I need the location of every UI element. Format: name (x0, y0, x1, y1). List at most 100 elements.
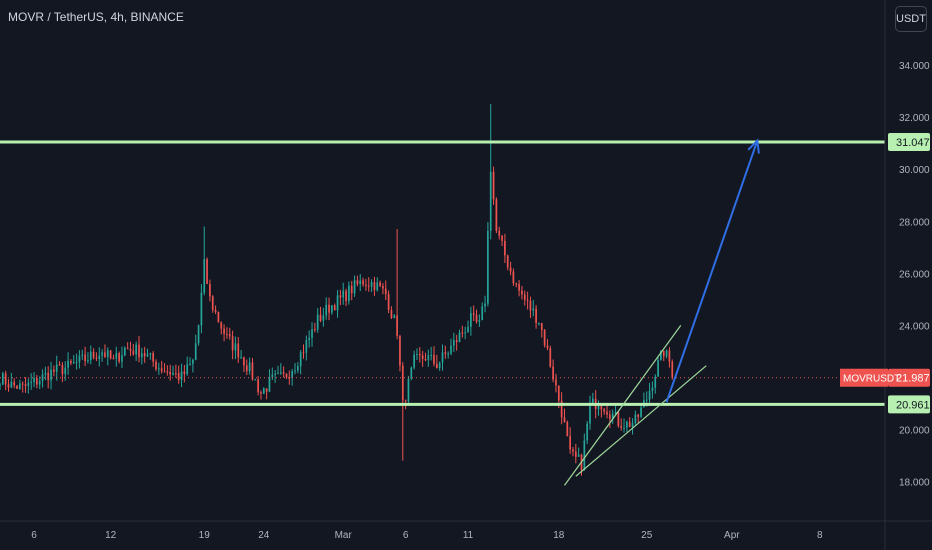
candle (95, 352, 98, 362)
candle (421, 350, 424, 367)
candle (157, 362, 160, 375)
candle (203, 226, 206, 296)
candle (262, 387, 265, 395)
candle (367, 277, 370, 292)
candle (631, 418, 634, 435)
candle (401, 361, 404, 461)
candle (211, 295, 214, 313)
candle (328, 297, 330, 321)
candle (373, 276, 376, 296)
candle (316, 308, 319, 333)
candle (529, 296, 532, 318)
candle (189, 357, 191, 366)
candle (444, 345, 447, 359)
candle (44, 366, 47, 381)
time-axis[interactable]: 6 12 19 24 Mar 6 11 18 25 Apr 8 (0, 520, 932, 541)
candle (305, 335, 308, 361)
candle (452, 332, 455, 352)
candle (41, 369, 44, 388)
candle (78, 350, 81, 369)
candle (10, 372, 13, 389)
candle (472, 305, 475, 321)
candle (489, 104, 492, 240)
candle (149, 352, 152, 360)
candle (251, 357, 254, 381)
candle (657, 355, 659, 377)
candle (523, 290, 526, 306)
candle (89, 345, 92, 365)
candle (671, 359, 674, 380)
price-tick-label: 32.000 (899, 113, 930, 124)
candle (38, 376, 41, 390)
candle (455, 334, 458, 351)
candle (172, 365, 174, 376)
svg-text:31.047: 31.047 (896, 137, 930, 149)
candle (418, 347, 421, 363)
price-tick-label: 30.000 (899, 165, 930, 176)
candle (651, 381, 654, 399)
candle (416, 348, 418, 360)
candle (186, 356, 189, 376)
time-tick-label: 25 (641, 530, 653, 541)
candle (563, 408, 566, 423)
candle (387, 290, 390, 314)
candle (506, 254, 509, 271)
time-tick-label: 8 (817, 530, 823, 541)
candle (234, 336, 237, 360)
candle (217, 311, 220, 323)
price-axis[interactable]: 34.00032.00030.00028.00026.00024.00022.0… (840, 0, 930, 550)
candle (450, 338, 452, 356)
candle (526, 291, 529, 310)
candle (33, 372, 35, 388)
candle (365, 278, 367, 291)
candle (331, 304, 333, 315)
symbol-price-tag: MOVRUSDT (840, 368, 900, 387)
candle (407, 375, 410, 405)
candle (379, 280, 381, 288)
candle (413, 350, 415, 370)
candle (64, 361, 67, 381)
candle (617, 410, 620, 428)
candle (475, 309, 478, 324)
candle (50, 361, 52, 390)
candle (435, 354, 438, 369)
candle (70, 359, 72, 366)
candle (521, 285, 523, 300)
candle (285, 373, 288, 379)
candle (532, 299, 535, 317)
candle (572, 446, 574, 457)
candle (101, 349, 103, 362)
candle (540, 322, 543, 338)
channel-trendline[interactable] (575, 365, 707, 477)
candle (226, 327, 228, 339)
candle (441, 344, 444, 371)
candle (399, 335, 401, 372)
candle (192, 358, 194, 373)
currency-unit-button[interactable]: USDT (895, 6, 927, 32)
candle (30, 373, 33, 390)
time-tick-label: 12 (105, 530, 117, 541)
projection-arrow[interactable] (665, 138, 760, 403)
drawings-layer (0, 138, 885, 486)
candle (268, 369, 271, 393)
candle (458, 329, 461, 343)
candle (430, 346, 433, 361)
channel-trendline[interactable] (563, 324, 682, 486)
candle (396, 229, 398, 340)
candle (628, 417, 631, 428)
candle (504, 233, 506, 263)
candle (0, 382, 1, 391)
candle (53, 365, 55, 377)
candle (637, 413, 640, 423)
candle (359, 274, 362, 292)
candle (470, 306, 472, 336)
candle (129, 341, 132, 357)
candle (112, 354, 115, 360)
candle (72, 355, 75, 364)
candle (214, 305, 217, 315)
candle (549, 345, 552, 368)
candle (55, 355, 58, 381)
candle (257, 376, 259, 396)
candle (177, 365, 180, 384)
